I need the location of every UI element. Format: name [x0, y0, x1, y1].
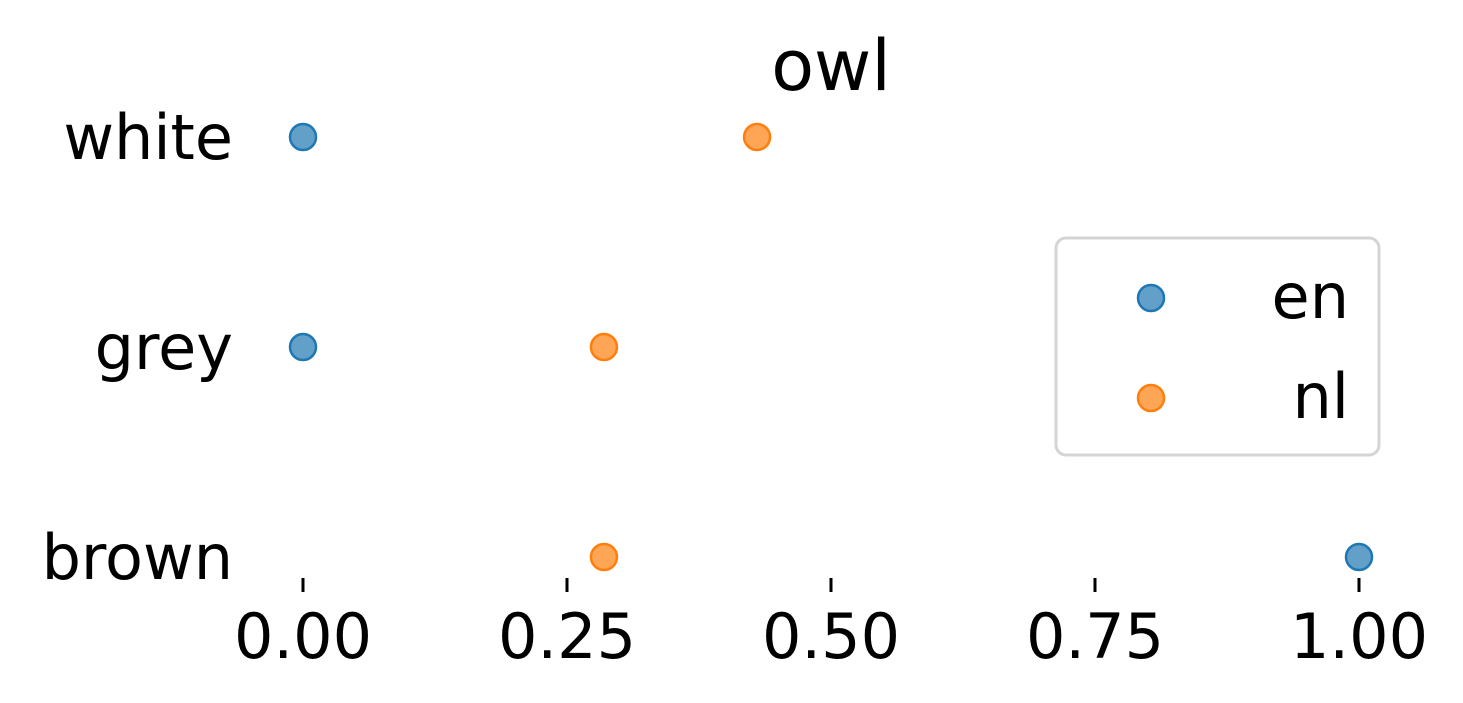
category-label-brown: brown [42, 521, 233, 594]
data-points [288, 122, 1374, 572]
x-tick-label: 0.75 [1026, 600, 1164, 673]
point-en-brown [1344, 542, 1374, 572]
legend-label-en: en [1272, 260, 1349, 333]
point-en-grey [288, 332, 318, 362]
legend-marker-nl [1136, 383, 1166, 413]
x-tick-label: 1.00 [1290, 600, 1428, 673]
x-tick-label: 0.50 [762, 600, 900, 673]
legend-label-nl: nl [1292, 360, 1349, 433]
point-nl-white [742, 122, 772, 152]
category-label-white: white [63, 101, 233, 174]
x-tick-label: 0.25 [498, 600, 636, 673]
category-labels: white grey brown [42, 101, 233, 594]
point-nl-brown [589, 542, 619, 572]
point-en-white [288, 122, 318, 152]
point-nl-grey [589, 332, 619, 362]
chart-title: owl [771, 25, 891, 107]
legend: en nl [1054, 236, 1381, 457]
category-label-grey: grey [95, 311, 233, 384]
x-tick-label: 0.00 [234, 600, 372, 673]
legend-marker-en [1136, 283, 1166, 313]
legend-frame [1054, 236, 1381, 457]
x-axis: 0.00 0.25 0.50 0.75 1.00 [234, 578, 1428, 673]
